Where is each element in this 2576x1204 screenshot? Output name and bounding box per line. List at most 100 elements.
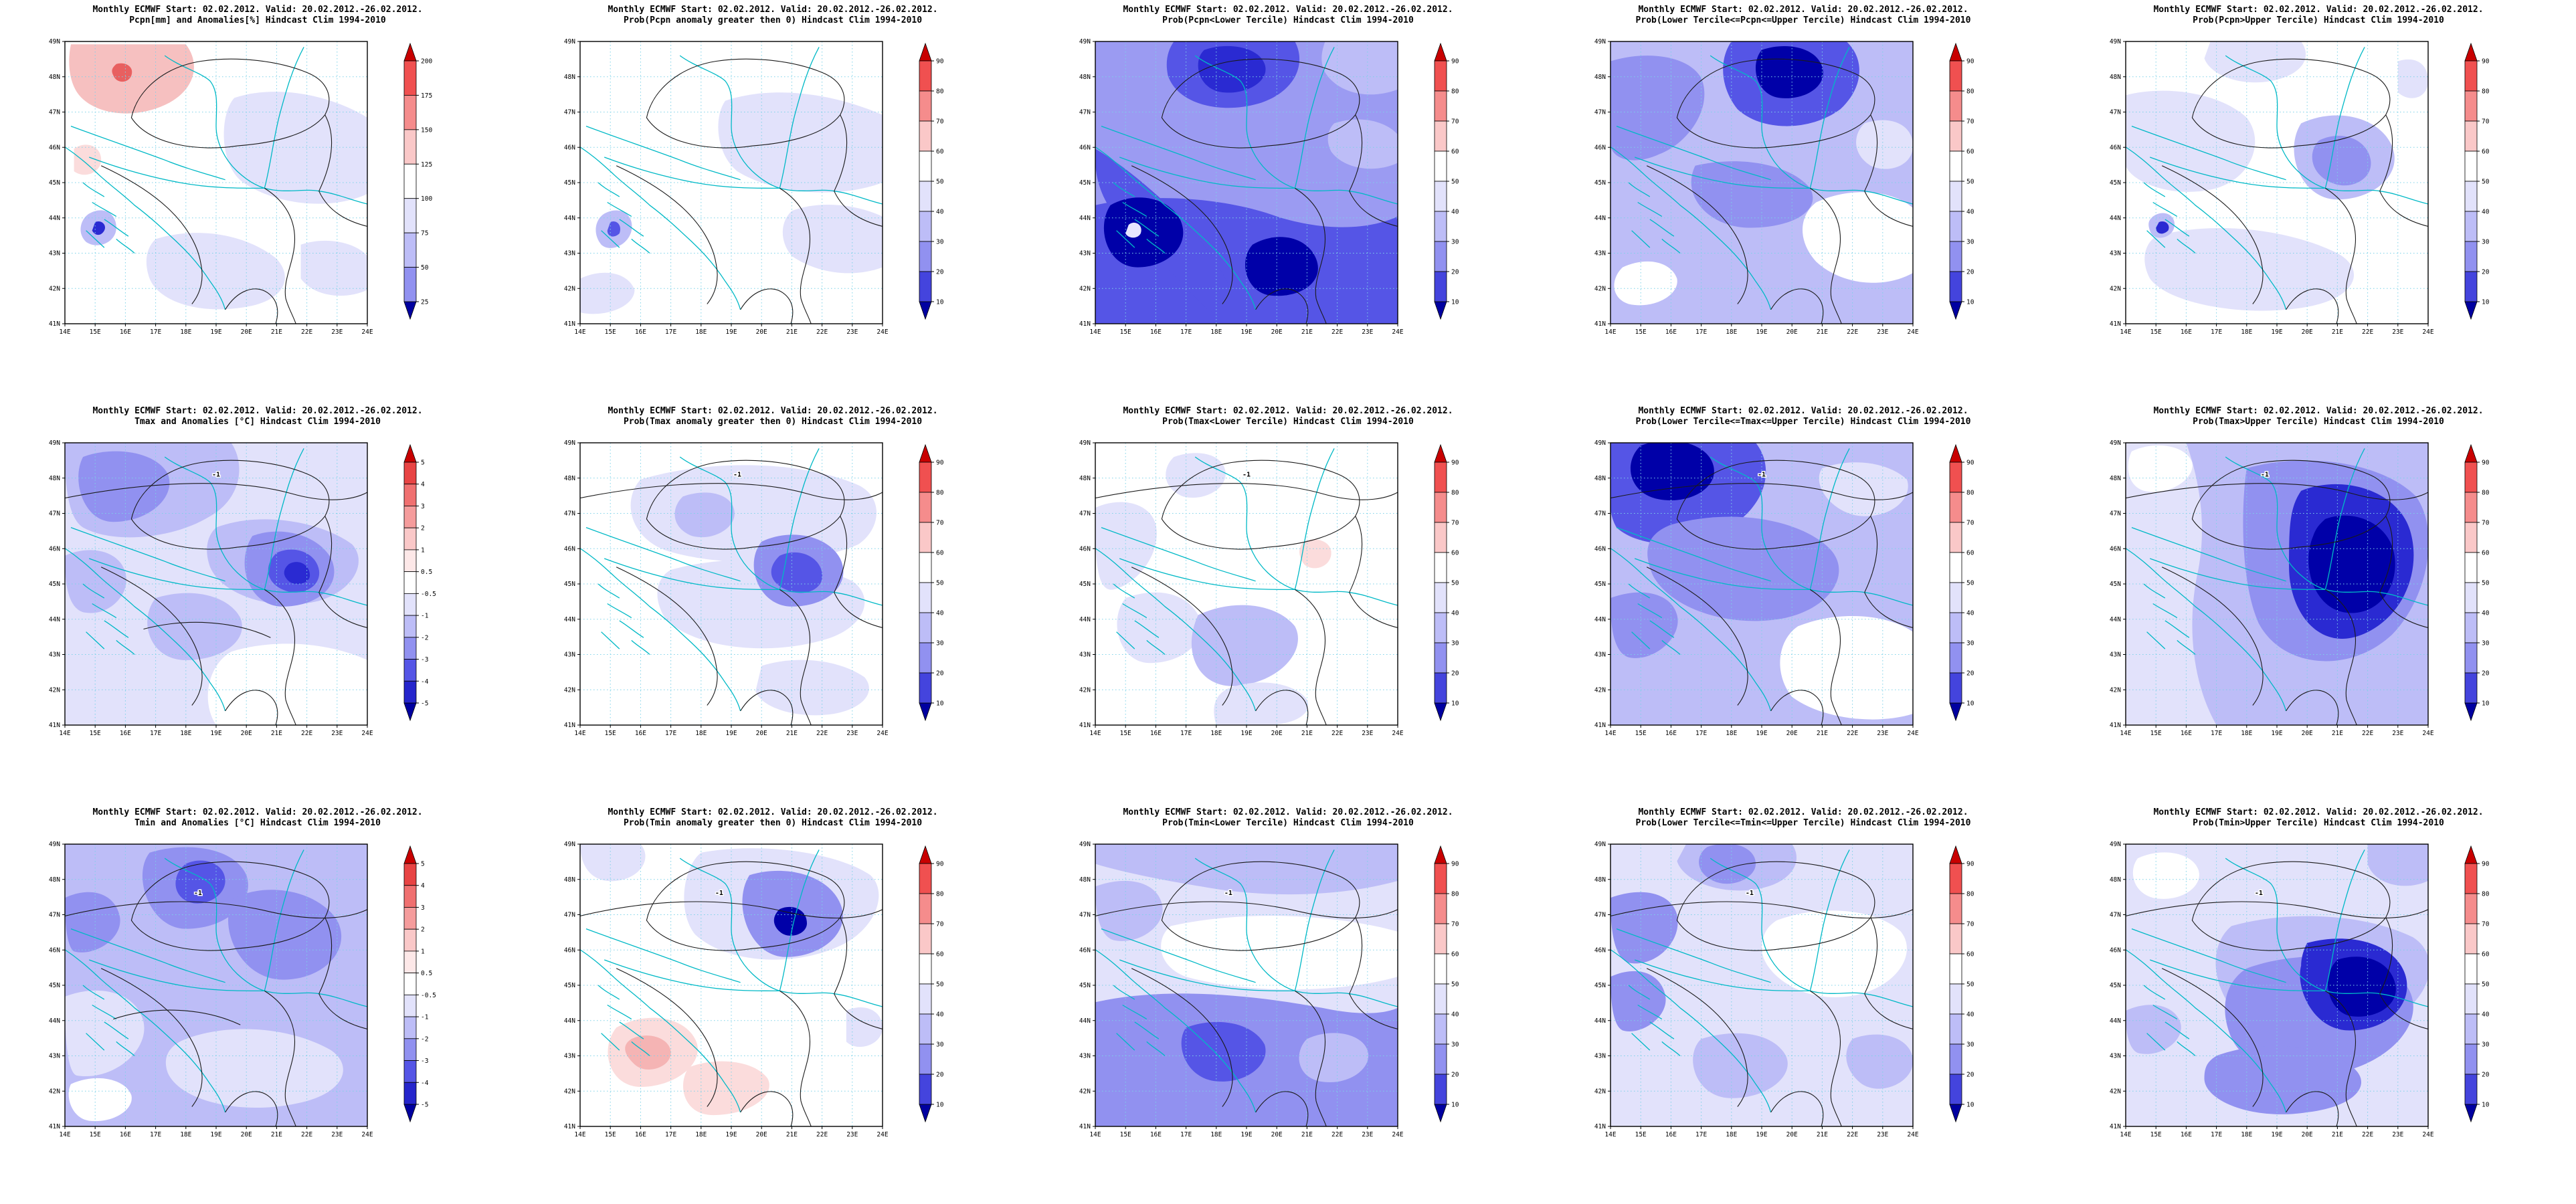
colorbar-tick-label: 3 [421, 904, 425, 912]
water-line [164, 858, 265, 992]
x-tick-label: 14E [59, 328, 70, 336]
border-line [2325, 990, 2357, 1126]
shaded-region [2156, 221, 2169, 234]
colorbar-tick-label: 20 [2482, 670, 2490, 678]
border-line [2161, 968, 2264, 1107]
colorbar-segment [2464, 241, 2478, 272]
water-line [604, 157, 780, 189]
panel-title-line1: Monthly ECMWF Start: 02.02.2012. Valid: … [2153, 5, 2484, 15]
x-tick-label: 16E [1150, 328, 1162, 336]
map-plot-area [1095, 443, 1398, 725]
colorbar-arrow-top [1434, 42, 1447, 62]
map-prob-tmin-above-upper-tercile: -1 14E 15E 16E 17E 18E 19E 20E 21E 22E 23E 24E 49N 48… [2110, 841, 2434, 1138]
colorbar-tick-label: 30 [2482, 1041, 2490, 1049]
shaded-region [2126, 631, 2193, 698]
map-plot-area [1611, 844, 1913, 1126]
panel-body: 14E 15E 16E 17E 18E 19E 20E 21E 22E 23E 24E 49N 48N 4… [515, 29, 1030, 343]
country-borders [1131, 58, 1398, 324]
panel-titles: Monthly ECMWF Start: 02.02.2012. Valid: … [515, 0, 1030, 26]
x-tick-label: 18E [695, 1131, 707, 1138]
water-line [607, 201, 632, 217]
water-line [2152, 201, 2178, 217]
x-tick-label: 14E [574, 328, 585, 336]
water-line [1611, 948, 1772, 1113]
border-line [1646, 567, 1748, 706]
water-line [1710, 55, 1811, 189]
colorbar-tick-label: 50 [2482, 981, 2490, 989]
border-line [1349, 917, 1363, 994]
y-tick-label: 42N [1079, 285, 1091, 292]
x-tick-label: 18E [2241, 328, 2252, 336]
y-tick-label: 47N [2110, 109, 2121, 116]
colorbar-tick-label: 20 [1966, 670, 1974, 678]
colorbar-segment [1434, 552, 1447, 583]
shaded-region [1095, 502, 1157, 590]
colorbar-tmax-anomalies: 5 4 3 2 1 0.5 -0.5 -1 -2 -3 -4 -5 [403, 443, 436, 722]
map-prob-tmax-above-upper-tercile: -1 14E 15E 16E 17E 18E 19E 20E 21E 22E 23E 24E 49N 48… [2110, 439, 2434, 737]
x-tick-label: 17E [1180, 730, 1192, 737]
shaded-region [1181, 1021, 1266, 1082]
water-line [1295, 589, 1398, 606]
panel-body: -1 14E 15E 16E 17E 18E 19E 20E 21E 22E 23E 24E 49N 48… [0, 831, 515, 1146]
x-tick-label: 16E [120, 1131, 131, 1138]
coastline-and-rivers [65, 849, 367, 1113]
border-line [2161, 567, 2264, 706]
x-tick-label: 19E [1240, 1131, 1252, 1138]
water-line [585, 928, 741, 983]
y-tick-label: 46N [1079, 946, 1091, 954]
x-tick-label: 16E [2181, 1131, 2192, 1138]
panel-body: -1 14E 15E 16E 17E 18E 19E 20E 21E 22E 23E 24E 49N 48… [1546, 430, 2061, 744]
panel-body: -1 14E 15E 16E 17E 18E 19E 20E 21E 22E 23E 24E 49N 48… [1030, 831, 1546, 1146]
colorbar-segment [1434, 672, 1447, 704]
panel-body: -1 14E 15E 16E 17E 18E 19E 20E 21E 22E 23E 24E 49N 48… [2061, 430, 2576, 744]
colorbar-segment [403, 462, 417, 485]
map-axes: 14E 15E 16E 17E 18E 19E 20E 21E 22E 23E 24E 49N 48N 4… [1594, 841, 1919, 1138]
x-tick-label: 14E [2120, 328, 2131, 336]
panel-title-line1: Monthly ECMWF Start: 02.02.2012. Valid: … [1123, 406, 1453, 416]
x-tick-label: 18E [1726, 328, 1737, 336]
contour-line [65, 483, 367, 500]
shaded-region [228, 890, 342, 980]
x-tick-label: 18E [2241, 730, 2252, 737]
y-tick-label: 47N [564, 109, 575, 116]
colorbar-tick-label: 20 [1966, 269, 1974, 276]
x-tick-label: 15E [605, 730, 616, 737]
y-tick-label: 44N [2110, 1017, 2121, 1025]
colorbar-tick-label: 4 [421, 882, 425, 890]
colorbar-tmin-anomalies: 5 4 3 2 1 0.5 -0.5 -1 -2 -3 -4 -5 [403, 845, 436, 1123]
contour-lines [65, 901, 367, 1025]
x-tick-label: 14E [1604, 730, 1616, 737]
colorbar-tick-label: 10 [936, 299, 944, 306]
shaded-region [625, 1035, 671, 1070]
panel-title-line2: Prob(Tmin<Lower Tercile) Hindcast Clim 1… [1162, 818, 1414, 828]
water-line [619, 620, 644, 638]
x-tick-label: 16E [1665, 328, 1677, 336]
y-tick-label: 46N [49, 545, 60, 553]
x-tick-label: 24E [2422, 730, 2433, 737]
x-tick-label: 24E [877, 328, 888, 336]
water-line [604, 959, 780, 992]
colorbar-tick-label: 10 [2482, 700, 2490, 708]
y-tick-label: 44N [564, 616, 575, 623]
y-tick-label: 41N [1079, 1123, 1091, 1130]
colorbar-segment [1434, 893, 1447, 924]
shaded-region [1691, 161, 1813, 228]
colorbar-tick-label: 5 [421, 861, 425, 868]
x-tick-label: 21E [786, 1131, 798, 1138]
colorbar-arrow-top [403, 42, 417, 62]
colorbar-tick-label: 75 [421, 230, 428, 237]
x-tick-label: 23E [846, 730, 858, 737]
colorbar-segment [2464, 522, 2478, 553]
border-line [2379, 592, 2428, 628]
border-line [1864, 191, 1913, 227]
colorbar-tick-label: 50 [936, 580, 944, 587]
colorbar-segment [403, 928, 417, 952]
water-line [104, 219, 129, 237]
water-line [1649, 1021, 1675, 1039]
colorbar-segment [2464, 90, 2478, 122]
shaded-region [1095, 844, 1398, 895]
colorbar-tick-label: 50 [1966, 981, 1974, 989]
water-line [1661, 1041, 1681, 1056]
x-tick-label: 21E [1301, 328, 1313, 336]
